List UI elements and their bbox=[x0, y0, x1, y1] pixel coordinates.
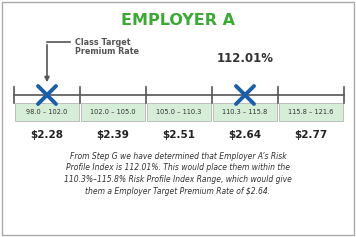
Text: $2.64: $2.64 bbox=[229, 130, 262, 140]
Bar bbox=[81, 103, 145, 121]
Bar bbox=[15, 103, 79, 121]
Text: $2.51: $2.51 bbox=[162, 130, 195, 140]
Text: Profile Index is 112.01%. This would place them within the: Profile Index is 112.01%. This would pla… bbox=[66, 164, 290, 173]
Bar bbox=[213, 103, 277, 121]
Text: EMPLOYER A: EMPLOYER A bbox=[121, 13, 235, 28]
Text: 115.8 – 121.6: 115.8 – 121.6 bbox=[288, 109, 334, 115]
Text: $2.77: $2.77 bbox=[294, 130, 328, 140]
Text: 110.3 – 115.8: 110.3 – 115.8 bbox=[222, 109, 268, 115]
Text: 105.0 – 110.3: 105.0 – 110.3 bbox=[156, 109, 202, 115]
Text: 98.0 – 102.0: 98.0 – 102.0 bbox=[26, 109, 68, 115]
Text: Class Target: Class Target bbox=[75, 38, 131, 47]
Bar bbox=[279, 103, 343, 121]
Text: $2.39: $2.39 bbox=[96, 130, 130, 140]
Text: 112.01%: 112.01% bbox=[216, 51, 273, 64]
Text: From Step G we have determined that Employer A’s Risk: From Step G we have determined that Empl… bbox=[70, 152, 286, 161]
Text: 110.3%–115.8% Risk Profile Index Range, which would give: 110.3%–115.8% Risk Profile Index Range, … bbox=[64, 175, 292, 184]
Text: $2.28: $2.28 bbox=[31, 130, 63, 140]
Text: them a Employer Target Premium Rate of $2.64.: them a Employer Target Premium Rate of $… bbox=[85, 187, 271, 196]
Text: 102.0 – 105.0: 102.0 – 105.0 bbox=[90, 109, 136, 115]
Bar bbox=[147, 103, 211, 121]
Text: Premium Rate: Premium Rate bbox=[75, 47, 139, 56]
